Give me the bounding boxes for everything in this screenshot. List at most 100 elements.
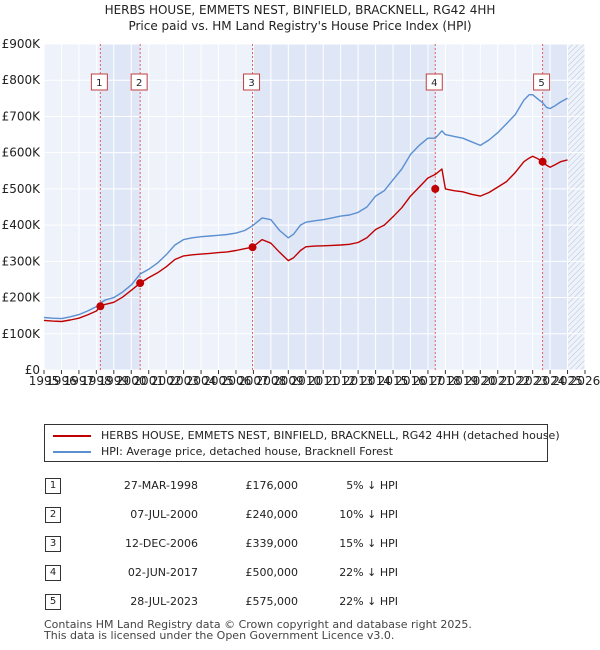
table-row: 2 07-JUL-2000 £240,000 10% ↓ HPI: [44, 500, 398, 529]
x-tick-label: 2023: [517, 374, 548, 388]
x-tick-label: 2014: [360, 374, 391, 388]
x-tick-label: 2017: [413, 374, 444, 388]
sale-point: [248, 243, 257, 252]
sale-number-badge: 2: [45, 506, 61, 523]
x-tick-label: 2025: [552, 374, 583, 388]
hpi-series-line: [43, 93, 568, 320]
y-tick-label: £300K: [2, 254, 42, 268]
chart-title: HERBS HOUSE, EMMETS NEST, BINFIELD, BRAC…: [104, 3, 496, 17]
y-tick-label: £800K: [2, 73, 42, 87]
x-tick-label: 2003: [168, 374, 199, 388]
chart-subtitle: Price paid vs. HM Land Registry's House …: [128, 19, 472, 33]
sale-number-label: 2: [136, 78, 142, 89]
x-tick-label: 2011: [308, 374, 339, 388]
x-tick-label: 2000: [116, 374, 147, 388]
y-tick-label: £700K: [2, 109, 42, 123]
x-tick-label: 2026: [570, 374, 600, 388]
x-tick-label: 2002: [151, 374, 182, 388]
x-tick-label: 1995: [29, 374, 60, 388]
sale-number-badge: 4: [45, 564, 61, 581]
ownership-shade: [100, 44, 141, 370]
table-row: 3 12-DEC-2006 £339,000 15% ↓ HPI: [44, 529, 398, 558]
sale-hpi-diff: 10% ↓ HPI: [339, 508, 398, 521]
sale-number-box: [533, 73, 551, 91]
sale-point: [538, 157, 547, 166]
sale-date: 07-JUL-2000: [130, 508, 198, 521]
sale-point: [96, 302, 105, 311]
sale-price: £575,000: [245, 595, 299, 608]
x-tick-label: 2019: [448, 374, 479, 388]
sale-price: £500,000: [245, 566, 299, 579]
sale-number-badge: 3: [45, 535, 61, 552]
legend-swatch-hpi: [53, 451, 91, 453]
x-tick-label: 2020: [465, 374, 496, 388]
x-tick-label: 2015: [378, 374, 409, 388]
x-tick-label: 2004: [186, 374, 217, 388]
legend-swatch-property: [53, 435, 91, 437]
legend-label-hpi: HPI: Average price, detached house, Brac…: [101, 445, 393, 458]
x-tick-label: 2001: [133, 374, 164, 388]
y-tick-label: £400K: [2, 218, 42, 232]
sale-price: £339,000: [245, 537, 299, 550]
ownership-shade: [542, 44, 568, 370]
y-tick-label: £100K: [2, 327, 42, 341]
sale-number-label: 4: [431, 78, 437, 89]
table-row: 1 27-MAR-1998 £176,000 5% ↓ HPI: [44, 471, 398, 500]
x-tick-label: 2016: [395, 374, 426, 388]
x-tick-label: 2008: [256, 374, 287, 388]
legend: HERBS HOUSE, EMMETS NEST, BINFIELD, BRAC…: [44, 424, 560, 462]
footer-copyright: Contains HM Land Registry data © Crown c…: [44, 618, 472, 631]
x-tick-label: 2021: [482, 374, 513, 388]
table-row: 5 28-JUL-2023 £575,000 22% ↓ HPI: [44, 587, 398, 616]
y-tick-label: £900K: [2, 37, 42, 51]
forecast-region: [567, 44, 585, 370]
x-tick-label: 2012: [325, 374, 356, 388]
sale-number-box: [425, 73, 443, 91]
x-tick-label: 2006: [221, 374, 252, 388]
x-tick-label: 1996: [46, 374, 77, 388]
footer: Contains HM Land Registry data © Crown c…: [44, 619, 472, 641]
x-tick-label: 2007: [238, 374, 269, 388]
sale-number-label: 1: [96, 78, 102, 89]
x-tick-label: 2009: [273, 374, 304, 388]
sale-point: [431, 184, 440, 193]
sale-hpi-diff: 5% ↓ HPI: [346, 479, 398, 492]
sale-date: 28-JUL-2023: [130, 595, 198, 608]
y-tick-label: £0: [25, 363, 40, 377]
y-tick-label: £600K: [2, 146, 42, 160]
x-tick-label: 1999: [99, 374, 130, 388]
sale-date: 12-DEC-2006: [124, 537, 198, 550]
property-series-line: [43, 155, 568, 323]
footer-license: This data is licensed under the Open Gov…: [44, 629, 395, 642]
sale-date: 27-MAR-1998: [123, 479, 198, 492]
x-tick-label: 1997: [64, 374, 95, 388]
sale-hpi-diff: 15% ↓ HPI: [339, 537, 398, 550]
x-tick-label: 2010: [291, 374, 322, 388]
sale-price: £240,000: [245, 508, 299, 521]
sale-price: £176,000: [245, 479, 299, 492]
sale-number-label: 3: [248, 78, 254, 89]
sale-number-label: 5: [538, 78, 544, 89]
y-tick-label: £500K: [2, 182, 42, 196]
x-tick-label: 2013: [343, 374, 374, 388]
x-tick-label: 2005: [203, 374, 234, 388]
sale-number-box: [130, 73, 148, 91]
x-tick-label: 1998: [81, 374, 112, 388]
x-tick-label: 2024: [535, 374, 566, 388]
legend-label-property: HERBS HOUSE, EMMETS NEST, BINFIELD, BRAC…: [101, 429, 560, 442]
sale-hpi-diff: 22% ↓ HPI: [339, 595, 398, 608]
sale-hpi-diff: 22% ↓ HPI: [339, 566, 398, 579]
sale-number-badge: 1: [45, 477, 61, 494]
table-row: 4 02-JUN-2017 £500,000 22% ↓ HPI: [44, 558, 398, 587]
x-tick-label: 2022: [500, 374, 531, 388]
y-tick-label: £200K: [2, 291, 42, 305]
price-chart: £0 £100K £200K £300K £400K £500K £600K £700K £80…: [2, 37, 600, 388]
sale-number-box: [243, 73, 261, 91]
sale-number-badge: 5: [45, 593, 61, 610]
sale-point: [136, 279, 145, 288]
sale-number-box: [90, 73, 108, 91]
x-tick-label: 2018: [430, 374, 461, 388]
sale-date: 02-JUN-2017: [127, 566, 198, 579]
sales-table: 1 27-MAR-1998 £176,000 5% ↓ HPI 2 07-JUL…: [44, 471, 398, 616]
ownership-shade: [252, 44, 436, 370]
